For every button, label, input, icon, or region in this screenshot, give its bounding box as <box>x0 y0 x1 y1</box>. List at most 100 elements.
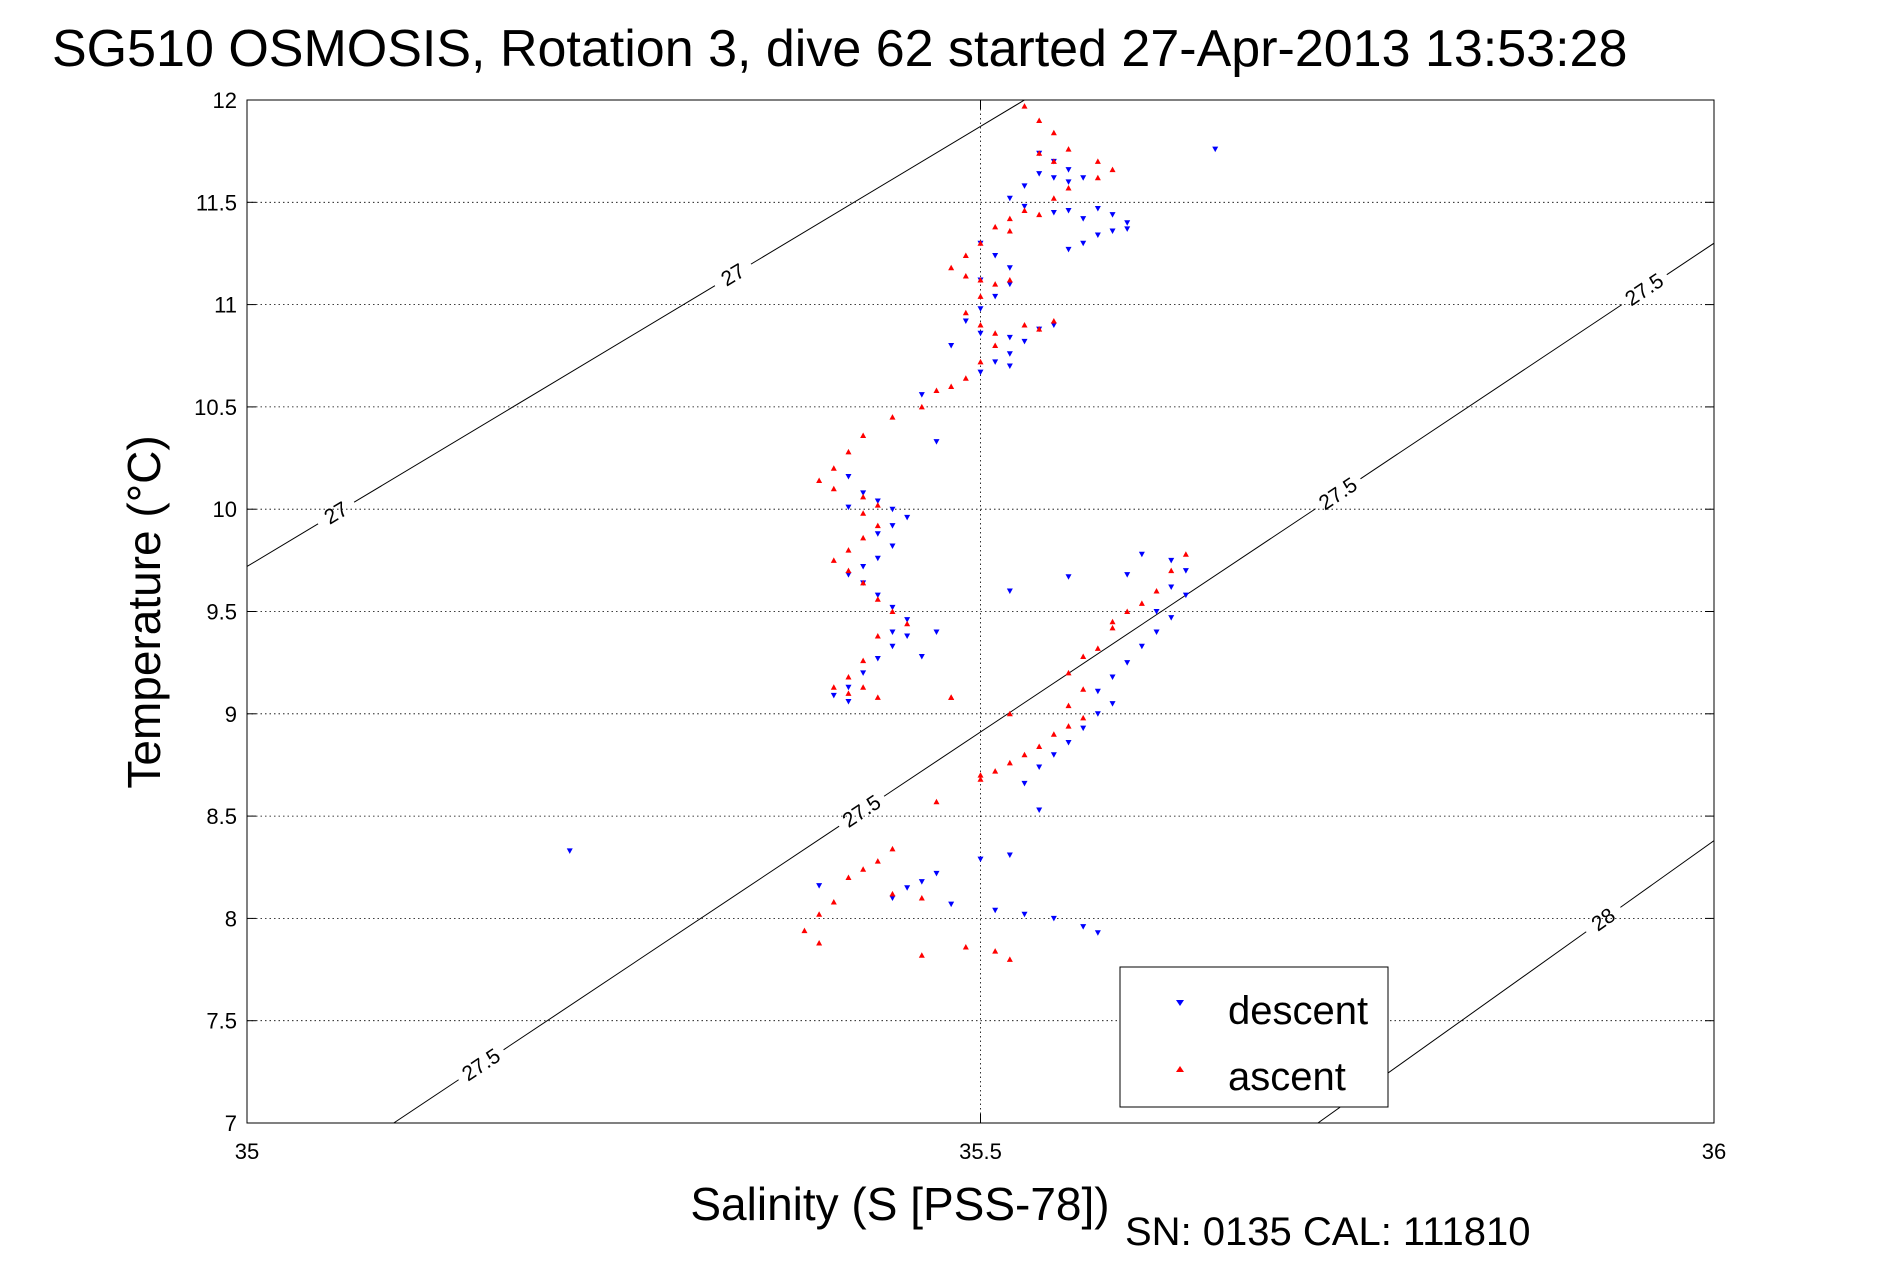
ascent-point <box>1021 207 1028 213</box>
ascent-point <box>1168 567 1175 574</box>
descent-point <box>1109 701 1116 707</box>
ascent-point <box>889 414 896 420</box>
descent-point <box>1212 146 1219 153</box>
ascent-point <box>1124 608 1131 614</box>
descent-point <box>1080 240 1087 247</box>
ascent-point <box>874 522 881 529</box>
contour-label-27: 27 <box>320 498 352 530</box>
descent-point <box>918 879 925 885</box>
contour-segment-27.5 <box>503 825 840 1051</box>
descent-point <box>1050 175 1057 181</box>
grid-lines <box>246 99 1715 1124</box>
contour-segment-28 <box>1620 840 1714 908</box>
footer-serial-cal: SN: 0135 CAL: 111810 <box>1125 1210 1530 1254</box>
ascent-point <box>1021 322 1028 328</box>
ascent-point <box>874 858 881 864</box>
data-points <box>566 103 1219 962</box>
ascent-point <box>918 403 925 410</box>
descent-point <box>1065 574 1072 580</box>
ascent-point <box>845 874 852 880</box>
descent-point <box>816 883 823 889</box>
ascent-point <box>933 798 940 805</box>
ascent-point <box>830 465 837 471</box>
descent-point <box>845 684 852 691</box>
descent-point <box>1036 807 1043 813</box>
ascent-point <box>918 952 925 958</box>
ascent-point <box>992 948 999 954</box>
ascent-point <box>874 596 881 602</box>
descent-point <box>1036 764 1043 770</box>
contour-segment-27.5 <box>883 508 1316 797</box>
ascent-point <box>948 694 955 700</box>
ascent-point <box>830 557 837 563</box>
y-tick-label: 12 <box>213 88 237 113</box>
descent-point <box>874 656 881 662</box>
ascent-point <box>1080 653 1087 660</box>
y-tick-label: 7.5 <box>206 1009 237 1034</box>
descent-point <box>874 498 881 505</box>
descent-point <box>1065 739 1072 746</box>
ascent-point <box>1006 759 1013 766</box>
descent-point <box>1021 203 1028 210</box>
ascent-point <box>992 342 999 349</box>
ascent-point <box>845 673 852 680</box>
ascent-point <box>977 358 984 365</box>
ascent-point <box>1094 645 1101 651</box>
ascent-point <box>948 264 955 271</box>
descent-point <box>1168 615 1175 621</box>
descent-point <box>889 629 896 635</box>
descent-point <box>874 592 881 599</box>
ascent-point <box>1080 714 1087 721</box>
ascent-point <box>992 768 999 774</box>
descent-point <box>1182 568 1189 574</box>
descent-point <box>1050 915 1057 922</box>
descent-point <box>1006 281 1013 288</box>
descent-point <box>1021 780 1028 787</box>
contour-label-27.5: 27.5 <box>458 1044 505 1086</box>
ascent-point <box>1021 751 1028 758</box>
descent-point <box>1168 557 1175 564</box>
descent-point <box>904 617 911 623</box>
ascent-point <box>874 502 881 508</box>
descent-point <box>1021 911 1028 918</box>
contour-segment-27 <box>750 100 1025 265</box>
ascent-point <box>933 387 940 394</box>
contour-segment-27.5 <box>1360 304 1623 480</box>
ascent-point <box>1021 103 1028 109</box>
ascent-point <box>1065 184 1072 191</box>
ascent-point <box>860 510 867 516</box>
descent-point <box>874 555 881 562</box>
ascent-point <box>1036 326 1043 332</box>
descent-point <box>948 901 955 908</box>
ascent-point <box>1065 669 1072 676</box>
descent-point <box>1065 167 1072 173</box>
descent-point <box>933 629 940 635</box>
descent-point <box>889 523 896 529</box>
contour-label-28: 28 <box>1587 904 1619 936</box>
ascent-point <box>1065 723 1072 729</box>
ascent-point <box>860 493 867 500</box>
y-tick-label: 10.5 <box>194 395 237 420</box>
y-axis-ticks: 7 7.5 8 8.5 9 9.5 10 10.5 11 11.5 12 <box>194 88 1714 1136</box>
ascent-point <box>1006 227 1013 234</box>
ascent-point <box>889 890 896 897</box>
contour-lines <box>247 100 1714 1123</box>
ascent-point <box>860 866 867 872</box>
ascent-point <box>977 277 984 283</box>
legend-marker-ascent <box>1176 1066 1184 1072</box>
ascent-point <box>1036 743 1043 750</box>
descent-point <box>1153 609 1160 615</box>
descent-point <box>1109 228 1116 234</box>
ascent-point <box>992 330 999 336</box>
descent-point <box>1094 688 1101 695</box>
descent-point <box>1050 752 1057 758</box>
descent-point <box>977 856 984 863</box>
ascent-point <box>1153 588 1160 594</box>
descent-point <box>904 514 911 521</box>
descent-point <box>1124 220 1131 226</box>
descent-point <box>1006 852 1013 858</box>
ascent-point <box>1094 174 1101 181</box>
ascent-point <box>918 894 925 901</box>
descent-point <box>860 670 867 676</box>
ascent-point <box>962 309 969 316</box>
